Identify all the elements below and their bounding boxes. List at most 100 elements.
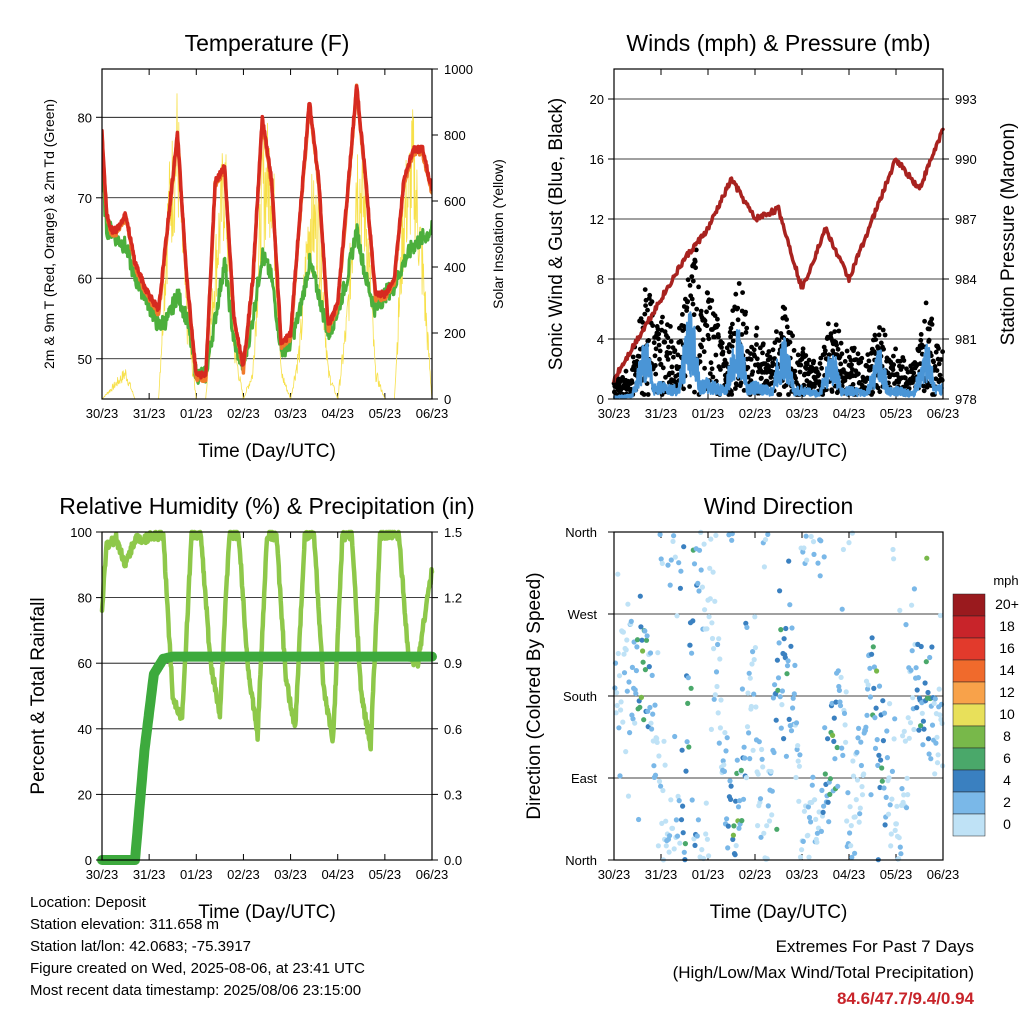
gust-point xyxy=(875,385,881,391)
gust-point xyxy=(629,380,635,385)
gust-point xyxy=(748,357,754,362)
gust-point xyxy=(680,312,685,317)
colorbar-swatch xyxy=(952,659,986,683)
gust-point xyxy=(927,326,932,332)
x-axis-label: Time (Day/UTC) xyxy=(198,902,336,923)
direction-point xyxy=(681,544,687,550)
direction-point xyxy=(837,703,844,709)
direction-point xyxy=(738,767,744,774)
gust-point xyxy=(934,368,940,373)
gust-point xyxy=(707,371,713,376)
direction-point xyxy=(894,803,900,809)
direction-point xyxy=(783,625,789,632)
direction-point xyxy=(630,716,636,722)
gust-point xyxy=(718,367,723,372)
gust-point xyxy=(800,350,806,356)
gust-point xyxy=(782,306,788,311)
direction-point xyxy=(801,808,808,814)
direction-point xyxy=(665,562,671,568)
gust-point xyxy=(921,388,927,394)
x-tick-label: 30/23 xyxy=(598,867,631,882)
direction-point xyxy=(850,773,857,779)
direction-point xyxy=(761,830,767,836)
gust-point xyxy=(929,316,935,322)
direction-point xyxy=(692,842,698,849)
direction-point xyxy=(876,752,882,758)
direction-point xyxy=(904,775,910,781)
x-tick-label: 30/23 xyxy=(598,406,631,421)
direction-point xyxy=(848,823,854,829)
latlon-text: Station lat/lon: 42.0683; -75.3917 xyxy=(30,938,252,955)
gust-point xyxy=(882,332,888,338)
direction-point xyxy=(709,620,715,626)
gust-point xyxy=(645,392,651,397)
direction-point xyxy=(771,749,777,756)
direction-point xyxy=(715,641,721,648)
direction-point xyxy=(640,648,646,654)
direction-point xyxy=(721,768,728,775)
direction-point xyxy=(721,762,727,768)
gust-point xyxy=(653,346,659,352)
elevation-text: Station elevation: 311.658 m xyxy=(30,916,220,933)
gust-point xyxy=(666,344,671,350)
gust-point xyxy=(671,354,676,360)
direction-point xyxy=(874,737,880,743)
direction-point xyxy=(852,850,858,856)
direction-point xyxy=(786,716,792,723)
gust-point xyxy=(678,339,683,344)
direction-point xyxy=(753,704,759,710)
direction-point xyxy=(856,725,862,732)
direction-point xyxy=(885,811,892,817)
direction-point xyxy=(673,817,680,823)
direction-point xyxy=(871,685,877,692)
direction-point xyxy=(677,585,684,591)
direction-point xyxy=(786,558,792,564)
direction-point xyxy=(747,756,753,762)
x-tick-label: 05/23 xyxy=(369,867,402,882)
direction-point xyxy=(898,851,904,857)
gust-point xyxy=(705,290,710,296)
direction-point xyxy=(867,665,873,671)
x-tick-label: 03/23 xyxy=(274,867,307,882)
direction-point xyxy=(642,628,648,634)
gust-point xyxy=(838,361,844,367)
direction-point xyxy=(918,723,924,729)
direction-point xyxy=(674,613,680,619)
direction-point xyxy=(654,739,660,746)
direction-point xyxy=(624,688,630,694)
direction-point xyxy=(656,753,662,759)
direction-point xyxy=(748,703,755,710)
gust-point xyxy=(656,342,662,348)
gust-point xyxy=(667,350,673,356)
y-axis-label: 2m & 9m T (Red, Orange) & 2m Td (Green) xyxy=(41,99,57,369)
direction-point xyxy=(826,819,832,825)
direction-point xyxy=(781,636,787,642)
latest-timestamp-text: Most recent data timestamp: 2025/08/06 2… xyxy=(30,982,362,999)
direction-point xyxy=(739,686,746,692)
direction-point xyxy=(825,736,831,742)
direction-point xyxy=(800,838,806,845)
direction-point xyxy=(783,753,790,759)
direction-point xyxy=(624,637,630,643)
gust-point xyxy=(804,361,810,367)
direction-point xyxy=(918,643,924,650)
colorbar-swatch xyxy=(952,637,986,661)
direction-point xyxy=(768,768,774,775)
direction-point xyxy=(712,598,718,604)
direction-point xyxy=(905,792,911,798)
direction-point xyxy=(805,832,811,838)
gust-point xyxy=(932,364,938,369)
gust-point xyxy=(665,335,671,341)
gust-point xyxy=(662,329,668,335)
direction-point xyxy=(634,644,640,650)
direction-point xyxy=(616,673,623,679)
gust-point xyxy=(681,386,686,392)
gust-point xyxy=(715,322,721,328)
colorbar-label: 20+ xyxy=(995,596,1019,612)
gust-point xyxy=(894,371,900,377)
panel-title: Temperature (F) xyxy=(185,30,350,56)
direction-point xyxy=(821,554,827,560)
colorbar-swatch xyxy=(952,769,986,793)
direction-point xyxy=(899,786,905,792)
gust-point xyxy=(691,312,697,318)
